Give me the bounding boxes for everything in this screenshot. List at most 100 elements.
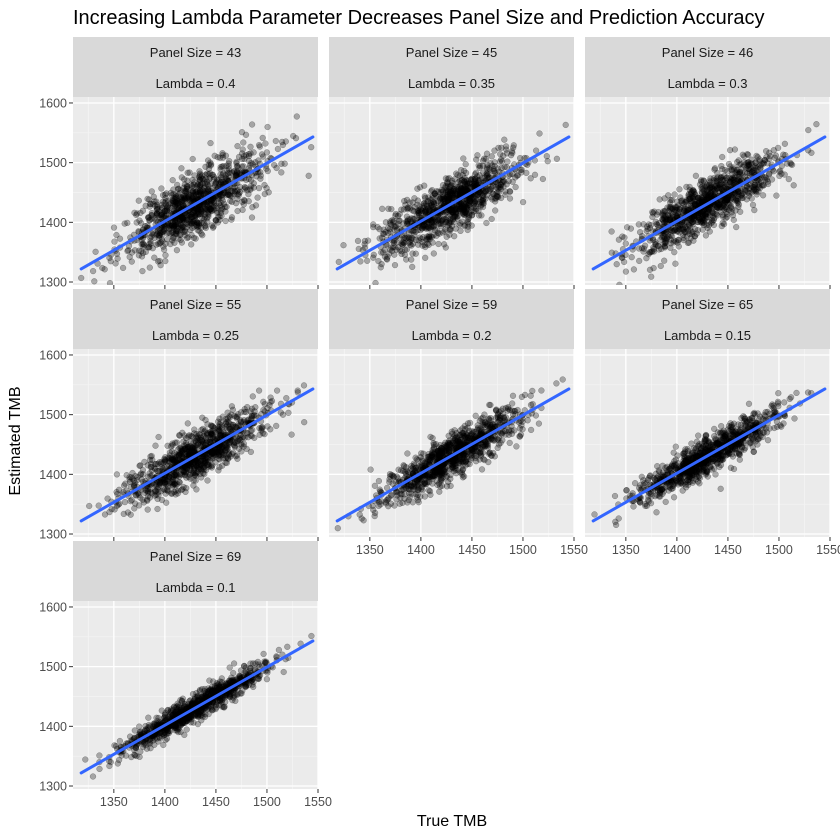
scatter-point: [403, 256, 410, 263]
scatter-point: [428, 201, 435, 208]
scatter-point: [745, 161, 752, 168]
scatter-point: [776, 172, 783, 180]
scatter-point: [192, 213, 200, 220]
scatter-point: [512, 184, 519, 191]
scatter-point: [274, 145, 282, 153]
scatter-point: [187, 197, 194, 205]
scatter-point: [205, 187, 212, 194]
scatter-point: [170, 234, 177, 241]
scatter-point: [217, 192, 224, 200]
scatter-point: [175, 199, 182, 207]
scatter-point: [491, 147, 498, 154]
scatter-point: [210, 224, 217, 231]
scatter-point: [386, 250, 393, 257]
scatter-point: [452, 190, 459, 197]
scatter-point: [208, 198, 215, 205]
scatter-point: [176, 478, 183, 486]
scatter-point: [158, 210, 165, 217]
scatter-point: [155, 240, 162, 247]
scatter-point: [703, 222, 710, 229]
scatter-point: [214, 208, 221, 215]
scatter-point: [183, 186, 190, 193]
scatter-point: [380, 226, 387, 233]
scatter-point: [170, 223, 177, 231]
scatter-point: [198, 211, 206, 218]
scatter-point: [220, 178, 227, 186]
scatter-point: [205, 157, 212, 164]
scatter-point: [183, 216, 190, 223]
scatter-point: [482, 189, 489, 196]
scatter-point: [416, 208, 423, 216]
scatter-point: [409, 263, 416, 271]
scatter-point: [471, 178, 478, 185]
scatter-point: [454, 191, 461, 198]
scatter-point: [671, 203, 679, 211]
scatter-point: [160, 225, 167, 232]
scatter-point: [448, 207, 456, 214]
scatter-point: [222, 217, 229, 225]
scatter-point: [193, 212, 200, 219]
scatter-point: [378, 249, 385, 256]
scatter-point: [199, 414, 206, 421]
scatter-point: [175, 228, 182, 235]
scatter-point: [208, 435, 215, 442]
scatter-point: [146, 243, 153, 251]
scatter-point: [166, 222, 173, 229]
scatter-point: [452, 225, 459, 232]
scatter-point: [89, 268, 97, 275]
scatter-point: [448, 195, 455, 202]
scatter-point: [431, 218, 438, 225]
scatter-point: [204, 218, 211, 225]
scatter-point: [701, 189, 708, 197]
scatter-point: [180, 216, 187, 223]
scatter-point: [191, 179, 198, 186]
scatter-point: [247, 150, 254, 157]
scatter-point: [167, 189, 174, 197]
scatter-point: [444, 196, 451, 203]
scatter-point: [248, 433, 255, 440]
scatter-point: [516, 419, 523, 426]
scatter-point: [181, 214, 188, 221]
scatter-point: [205, 204, 213, 211]
scatter-point: [507, 188, 514, 195]
scatter-point: [173, 222, 180, 229]
scatter-point: [157, 262, 164, 269]
scatter-point: [785, 176, 792, 183]
scatter-point: [483, 150, 491, 157]
scatter-point: [178, 224, 185, 232]
scatter-point: [421, 193, 428, 200]
scatter-point: [148, 211, 155, 219]
scatter-point: [421, 208, 429, 215]
scatter-point: [187, 208, 194, 215]
scatter-point: [145, 214, 152, 221]
scatter-point: [261, 190, 268, 198]
scatter-point: [479, 203, 487, 211]
scatter-point: [241, 197, 248, 204]
scatter-point: [204, 477, 211, 484]
scatter-point: [414, 197, 422, 204]
scatter-point: [464, 219, 471, 226]
scatter-point: [150, 231, 157, 238]
scatter-point: [464, 177, 471, 184]
scatter-point: [230, 168, 237, 175]
scatter-point: [483, 219, 490, 227]
scatter-point: [217, 209, 225, 217]
scatter-point: [203, 170, 211, 177]
scatter-point: [238, 169, 246, 176]
scatter-point: [444, 197, 452, 204]
scatter-point: [212, 217, 219, 224]
scatter-point: [484, 171, 491, 178]
scatter-point: [95, 502, 102, 509]
scatter-point: [148, 188, 155, 195]
scatter-point: [195, 189, 203, 196]
scatter-point: [513, 443, 520, 450]
scatter-point: [207, 170, 214, 177]
scatter-point: [425, 236, 432, 243]
scatter-point: [441, 241, 448, 248]
scatter-point: [408, 218, 415, 225]
scatter-point: [414, 208, 421, 215]
scatter-point: [391, 251, 398, 258]
scatter-point: [180, 483, 187, 491]
scatter-point: [404, 205, 411, 212]
scatter-point: [635, 245, 643, 252]
